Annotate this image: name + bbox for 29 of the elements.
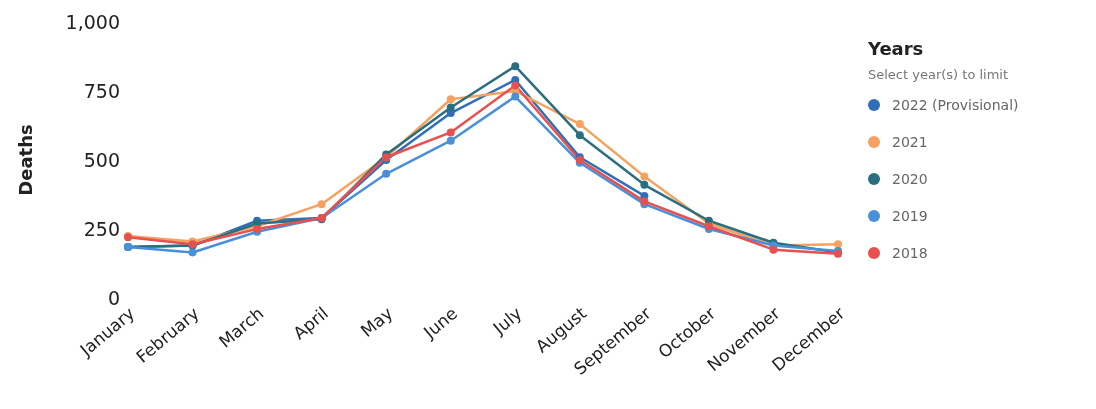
point bbox=[575, 120, 584, 129]
legend-label: 2018 bbox=[892, 244, 928, 261]
point bbox=[446, 103, 455, 112]
y-tick-label: 1,000 bbox=[65, 10, 120, 33]
point bbox=[446, 95, 455, 104]
legend-label: 2021 bbox=[892, 133, 928, 150]
point bbox=[188, 248, 197, 257]
legend-label: 2019 bbox=[892, 207, 928, 224]
point bbox=[446, 128, 455, 137]
legend-label: 2020 bbox=[892, 170, 928, 187]
point bbox=[834, 240, 842, 249]
y-tick-label: 0 bbox=[107, 286, 120, 309]
point bbox=[511, 92, 520, 101]
point bbox=[382, 169, 391, 178]
point bbox=[317, 200, 326, 209]
y-tick-label: 250 bbox=[83, 217, 120, 240]
text: Select year(s) to limit bbox=[868, 67, 1010, 82]
point bbox=[446, 136, 455, 145]
point bbox=[511, 62, 520, 71]
y-tick-label: 750 bbox=[83, 79, 120, 102]
point bbox=[511, 81, 520, 90]
point bbox=[769, 245, 778, 254]
y-axis-title: Deaths bbox=[15, 124, 37, 196]
legend-title: Years bbox=[868, 38, 925, 59]
point bbox=[640, 172, 649, 181]
legend-label: 2022 (Provisional) bbox=[892, 96, 1019, 113]
point bbox=[575, 131, 584, 140]
point bbox=[640, 180, 649, 189]
y-tick-label: 500 bbox=[83, 148, 120, 171]
